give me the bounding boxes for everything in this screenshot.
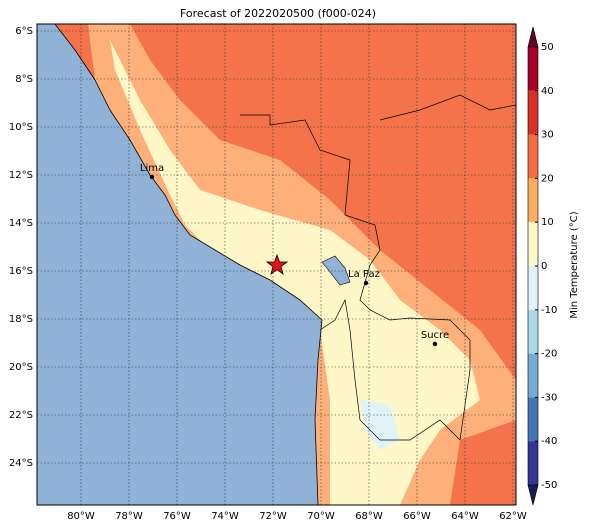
lon-label: 72°W [259,511,287,522]
colorbar-extend [527,484,539,506]
city-dot [432,341,438,347]
lat-label: 18°S [9,314,33,325]
lat-label: 8°S [15,74,33,85]
lon-label: 62°W [499,511,527,522]
lon-label: 76°W [163,511,191,522]
lat-label: 10°S [9,122,33,133]
lake-titicaca [321,255,351,286]
colorbar-tick-label: -50 [541,480,557,491]
land-cool [110,40,480,505]
cities: Lima La Paz Sucre [140,163,449,347]
colorbar-tick-label: -30 [541,392,557,403]
lat-label: 6°S [15,26,33,37]
colorbar-band [528,222,538,266]
title: Forecast of 2022020500 (f000-024) [180,7,376,20]
star-marker [265,253,289,276]
colorbar-label: Min Temperature (°C) [569,211,580,318]
lat-label: 14°S [9,218,33,229]
colorbar-band [528,309,538,354]
colorbar-band [528,90,538,135]
colorbar-tick-label: 0 [541,261,547,272]
lat-label: 22°S [9,410,33,421]
colorbar-tick-label: 20 [541,173,554,184]
colorbar-band [528,441,538,485]
city-label: Sucre [421,330,449,341]
colorbar-extend [527,26,539,48]
map [36,23,517,506]
map-frame [36,23,517,506]
colorbar-band [528,134,538,179]
colorbar: 50 40 30 20 10 0 -10 -20 -30 -40 -50 [527,26,557,506]
colorbar-band [528,353,538,398]
lat-label: 24°S [9,458,33,469]
lat-label: 16°S [9,266,33,277]
lon-label: 78°W [115,511,143,522]
lat-label: 12°S [9,170,33,181]
ocean [36,23,323,506]
lon-label: 70°W [307,511,335,522]
colorbar-tick-label: 40 [541,86,554,97]
colorbar-band [528,47,538,91]
colorbar-tick-label: 50 [541,42,554,53]
colorbar-tick-label: -10 [541,305,557,316]
colorbar-tick-label: 10 [541,217,554,228]
borders [319,298,461,441]
lon-label: 68°W [355,511,383,522]
city-label: La Paz [348,269,380,280]
borders [240,114,471,441]
colorbar-band [528,178,538,223]
graticule: 6°S 8°S 10°S 12°S 14°S 16°S 18°S 20°S 22°S 24°S 80… [9,24,527,522]
land-cold [360,400,400,450]
colorbar-tick-label: -20 [541,349,557,360]
lon-label: 80°W [67,511,95,522]
lon-label: 66°W [403,511,431,522]
colorbar-tick-label: -40 [541,436,557,447]
city-label: Lima [140,163,164,174]
lon-label: 64°W [451,511,479,522]
colorbar-tick-label: 30 [541,130,554,141]
city-dot [149,174,155,180]
colorbar-band [528,397,538,442]
colorbar-band [528,266,538,310]
lat-label: 20°S [9,362,33,373]
lon-label: 74°W [211,511,239,522]
city-dot [363,280,369,286]
borders [379,94,517,121]
